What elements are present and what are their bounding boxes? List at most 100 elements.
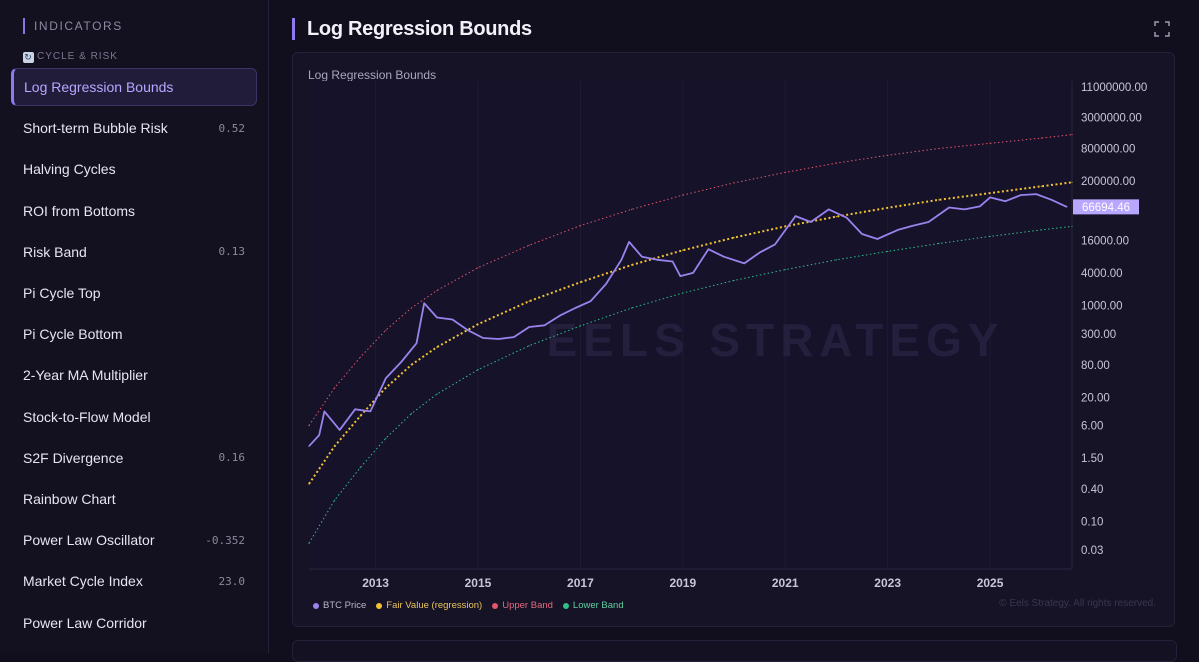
series-lower-band-point	[579, 325, 582, 327]
series-upper-band-point	[334, 387, 336, 389]
y-tick-label: 1.50	[1081, 453, 1103, 465]
sidebar-item-risk-band[interactable]: Risk Band 0.13	[11, 233, 257, 271]
sidebar-item-label: 2-Year MA Multiplier	[23, 367, 148, 384]
plot-area	[309, 81, 1072, 569]
series-lower-band-point	[733, 279, 735, 282]
series-btc-price-point	[423, 302, 425, 304]
sidebar-item-short-term-bubble-risk[interactable]: Short-term Bubble Risk 0.52	[11, 109, 257, 147]
series-lower-band-point	[938, 242, 940, 245]
sidebar-item-pi-cycle-top[interactable]: Pi Cycle Top	[11, 274, 257, 312]
y-tick-label: 6.00	[1081, 421, 1103, 433]
sidebar-group-label: ↻ CYCLE & RISK	[23, 50, 118, 64]
series-btc-price-point	[828, 208, 830, 210]
series-btc-price-point	[620, 259, 622, 261]
y-tick-label: 800000.00	[1081, 144, 1135, 156]
series-btc-price-point	[912, 225, 914, 227]
series-upper-band-point	[436, 289, 438, 292]
sidebar-item-value: 0.16	[218, 451, 246, 465]
series-btc-price-point	[559, 314, 561, 317]
legend-lower-band[interactable]: Lower Band	[562, 600, 624, 611]
series-btc-price-point	[574, 307, 576, 309]
series-btc-price-point	[318, 434, 320, 436]
cycle-icon: ↻	[23, 51, 34, 63]
sidebar-item-label: Risk Band	[23, 243, 87, 260]
x-tick-label: 2017	[567, 576, 594, 590]
series-fair-value-point	[938, 199, 940, 201]
series-fair-value-point	[579, 281, 582, 283]
series-upper-band-point	[835, 162, 838, 164]
sidebar-item-s2f-divergence[interactable]: S2F Divergence 0.16	[11, 439, 257, 477]
series-lower-band	[308, 225, 1073, 544]
series-fair-value-point	[784, 225, 786, 228]
y-tick-label: 80.00	[1081, 360, 1110, 372]
series-fair-value	[308, 181, 1073, 485]
sidebar-group-text: CYCLE & RISK	[37, 51, 118, 62]
series-upper-band-point	[1071, 133, 1073, 136]
sidebar-item-2-year-ma-multiplier[interactable]: 2-Year MA Multiplier	[11, 356, 257, 394]
series-btc-price-point	[451, 318, 453, 321]
legend-btc-price[interactable]: BTC Price	[313, 600, 366, 611]
sidebar-header: INDICATORS	[23, 18, 123, 34]
legend-fair-value[interactable]: Fair Value (regression)	[376, 600, 482, 611]
series-btc-price-point	[989, 196, 991, 198]
series-btc-price-point	[861, 233, 863, 235]
expand-icon[interactable]	[1153, 20, 1171, 38]
series-fair-value-point	[1040, 185, 1042, 187]
sidebar-item-roi-from-bottoms[interactable]: ROI from Bottoms	[11, 192, 257, 230]
series-btc-price-point	[323, 410, 325, 412]
sidebar-item-label: Power Law Oscillator	[23, 532, 155, 549]
series-lower-band-point	[477, 369, 479, 371]
series-fair-value-point	[436, 346, 438, 348]
sidebar-item-label: Market Cycle Index	[23, 573, 143, 590]
sidebar-item-market-cycle-index[interactable]: Market Cycle Index 23.0	[11, 562, 257, 600]
series-upper-band-point	[784, 171, 786, 173]
series-lower-band-point	[410, 413, 413, 415]
series-fair-value-point	[410, 364, 413, 366]
series-upper-band-point	[410, 307, 413, 309]
sidebar-item-power-law-corridor[interactable]: Power Law Corridor	[11, 604, 257, 642]
series-upper-band-point	[887, 154, 889, 156]
series-btc-price-point	[759, 252, 761, 254]
sidebar-item-rainbow-chart[interactable]: Rainbow Chart	[11, 480, 257, 518]
series-btc-price-point	[369, 410, 372, 412]
series-lower-band-point	[835, 259, 838, 261]
sidebar-item-label: ROI from Bottoms	[23, 202, 136, 219]
series-btc-price-point	[928, 221, 930, 223]
series-btc-price-point	[810, 221, 812, 223]
series-btc-price-point	[543, 324, 546, 326]
legend-upper-band[interactable]: Upper Band	[492, 600, 553, 611]
y-tick-label: 16000.00	[1081, 235, 1129, 247]
series-btc-price-point	[308, 445, 310, 447]
x-tick-label: 2019	[669, 576, 696, 590]
series-btc-price-point	[876, 238, 879, 240]
sidebar-item-label: Pi Cycle Top	[23, 285, 101, 301]
sidebar-item-stock-to-flow-model[interactable]: Stock-to-Flow Model	[11, 398, 257, 436]
series-upper-band-point	[682, 194, 684, 196]
y-tick-label: 1000.00	[1081, 300, 1123, 312]
series-fair-value-point	[989, 192, 991, 194]
sidebar-item-log-regression-bounds[interactable]: Log Regression Bounds	[11, 68, 257, 106]
sidebar-item-label: S2F Divergence	[23, 449, 124, 466]
series-btc-price-point	[979, 205, 981, 208]
sidebar-item-power-law-oscillator[interactable]: Power Law Oscillator -0.352	[11, 521, 257, 559]
series-fair-value-point	[528, 300, 530, 302]
series-btc-price-point	[467, 329, 469, 331]
sidebar-item-label: Rainbow Chart	[23, 491, 116, 507]
series-lower-band-point	[989, 235, 991, 237]
series-btc-price-point	[339, 429, 341, 431]
y-tick-label: 300.00	[1081, 329, 1116, 341]
series-fair-value-point	[359, 415, 361, 417]
indicator-sidebar: INDICATORS ↻ CYCLE & RISK Log Regression…	[0, 0, 269, 653]
series-btc-price-point	[679, 275, 681, 277]
series-lower-band-point	[1071, 225, 1073, 228]
series-btc-price-point	[743, 262, 745, 265]
series-upper-band-point	[308, 425, 310, 427]
sidebar-item-pi-cycle-bottom[interactable]: Pi Cycle Bottom	[11, 315, 257, 353]
sidebar-item-value: 0.52	[218, 121, 246, 135]
series-fair-value-point	[835, 216, 838, 218]
series-upper-band-point	[938, 147, 940, 150]
series-btc-price-point	[846, 217, 848, 219]
sidebar-item-halving-cycles[interactable]: Halving Cycles	[11, 150, 257, 188]
log-regression-chart[interactable]: 2013 2015 2017 2019 2021 2023 2025 11000000.00 3…	[293, 53, 1174, 626]
y-tick-label: 0.03	[1081, 545, 1103, 557]
